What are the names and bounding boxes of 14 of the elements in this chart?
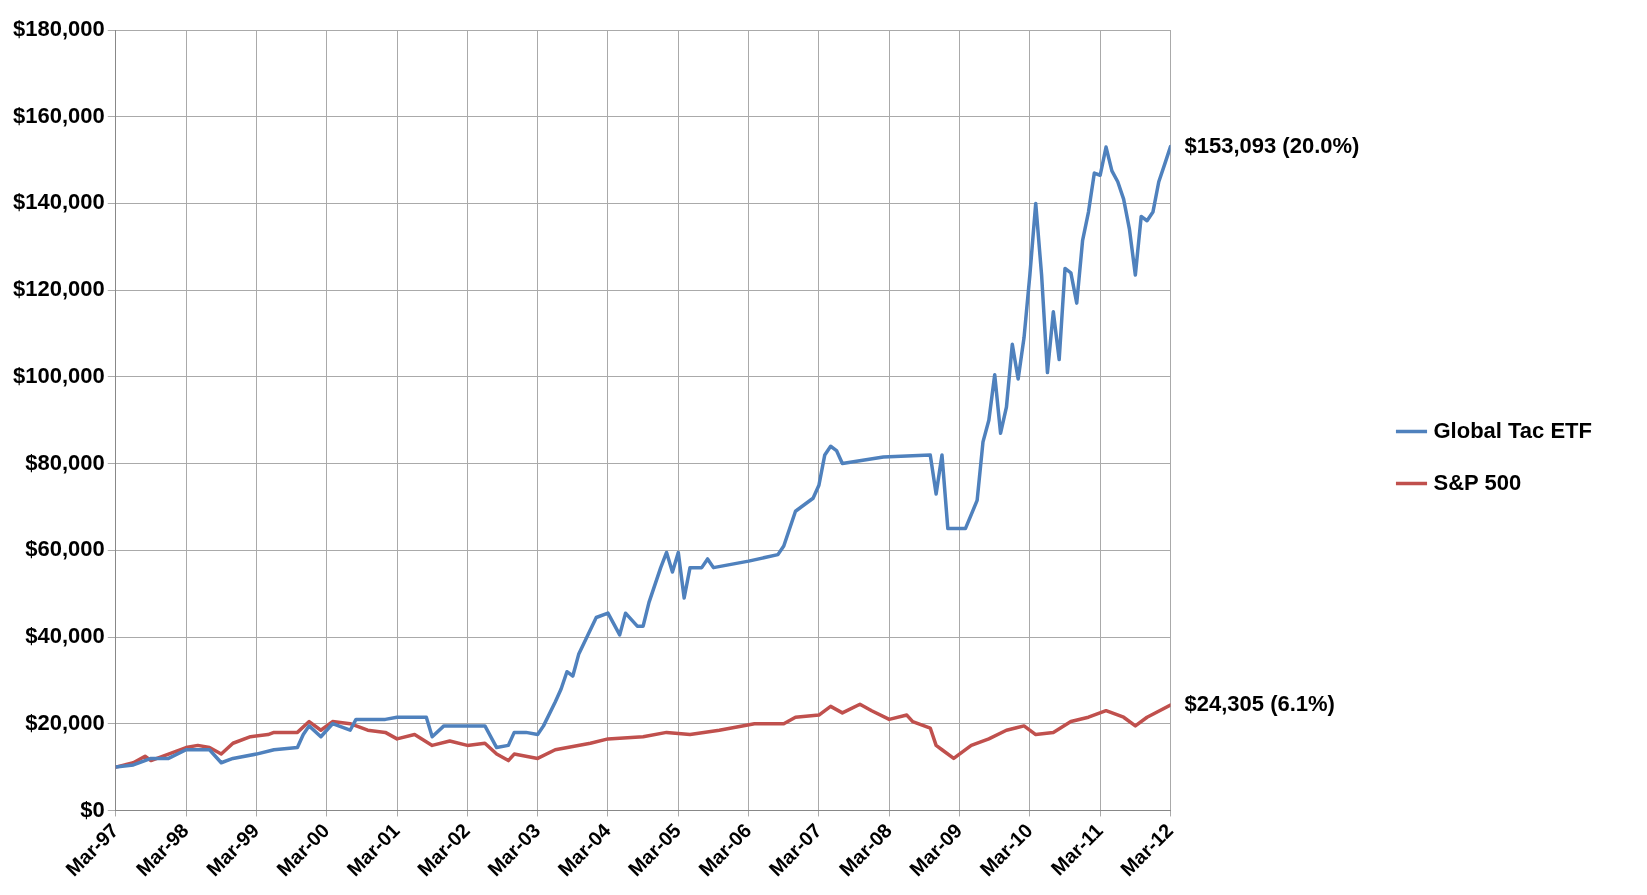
y-tick-label: $140,000 <box>12 189 105 215</box>
annotation: $24,305 (6.1%) <box>1184 691 1335 717</box>
y-tick-label: $180,000 <box>12 16 105 42</box>
y-tick-label: $0 <box>80 796 105 822</box>
y-tick-label: $20,000 <box>25 709 105 735</box>
y-tick-label: $80,000 <box>25 449 105 475</box>
legend-label: S&P 500 <box>1433 469 1522 495</box>
y-tick-label: $40,000 <box>25 623 105 649</box>
y-tick-label: $160,000 <box>12 102 105 128</box>
y-tick-label: $60,000 <box>25 536 105 562</box>
y-tick-label: $120,000 <box>12 276 105 302</box>
y-tick-label: $100,000 <box>12 362 105 388</box>
legend-label: Global Tac ETF <box>1433 417 1593 443</box>
annotation: $153,093 (20.0%) <box>1184 132 1360 158</box>
